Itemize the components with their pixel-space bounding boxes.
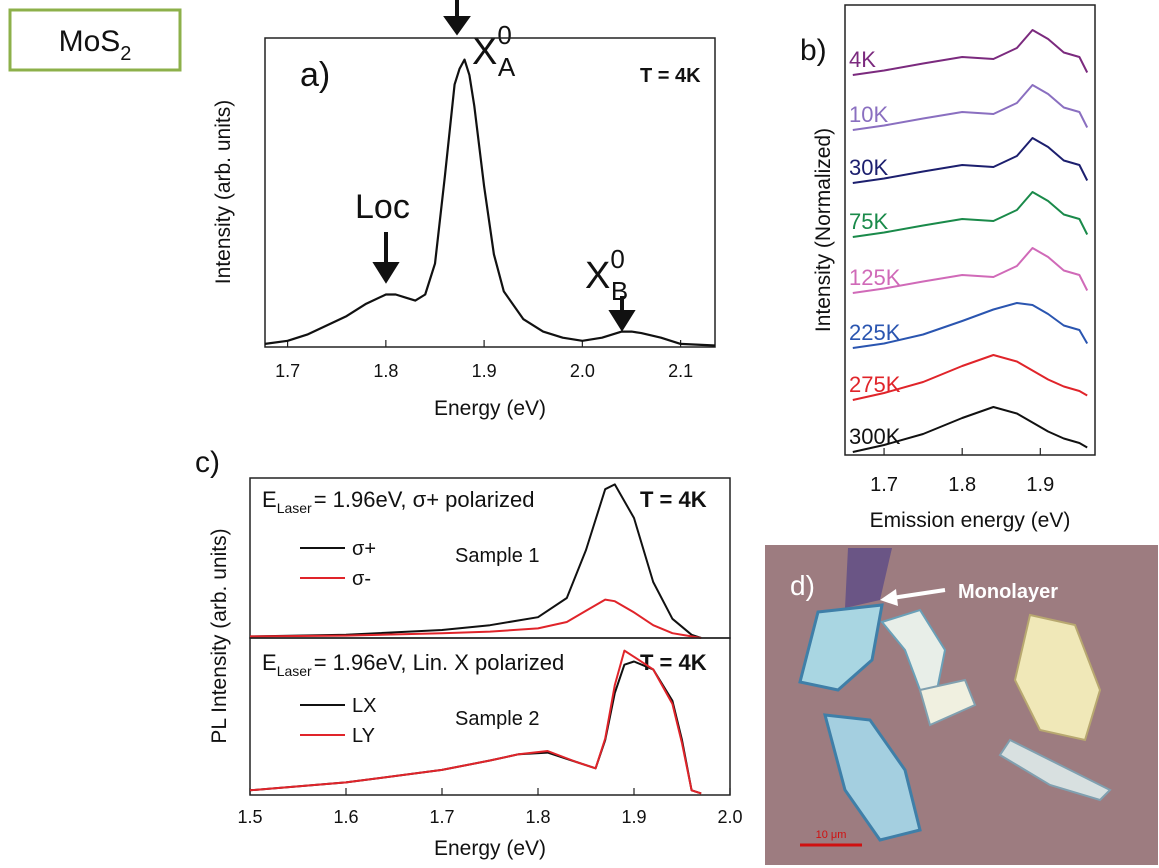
excitation-text: = 1.96eV, Lin. X polarized [314, 650, 565, 675]
x-tick-label: 1.7 [275, 361, 300, 381]
flake [822, 713, 922, 842]
material-box [8, 8, 182, 72]
legend-label: LX [352, 695, 376, 717]
legend-label: 30K [849, 155, 888, 180]
panel-label: a) [300, 56, 330, 94]
data-line [249, 598, 702, 639]
peak-label: X0 A [472, 20, 516, 82]
peak-sub: B [611, 276, 628, 306]
scale-bar-label: 10 μm [816, 829, 847, 841]
x-tick-label: 1.9 [472, 361, 497, 381]
data-line [249, 483, 702, 639]
x-tick-label: 2.1 [668, 361, 693, 381]
x-tick-label: 1.8 [525, 807, 550, 827]
arrow-head [443, 16, 471, 36]
excitation-symbol: E [262, 650, 277, 675]
plot-frame [844, 4, 1096, 456]
material-subscript: 2 [120, 43, 131, 65]
excitation-symbol: E [262, 487, 277, 512]
arrow-head [608, 310, 636, 332]
excitation-sub: Laser [277, 663, 312, 679]
sample-label: Sample 2 [455, 708, 540, 730]
photo: d) Monolayer 10 μm [765, 545, 1158, 865]
x-tick-label: 1.8 [373, 361, 398, 381]
legend-label: LY [352, 725, 375, 747]
flake [918, 678, 977, 727]
x-axis-label: Energy (eV) [434, 837, 546, 860]
legend-label: 275K [849, 372, 901, 397]
excitation: ELaser= 1.96eV, Lin. X polarized [262, 650, 564, 679]
x-tick-label: 1.7 [429, 807, 454, 827]
arrow-head [880, 589, 898, 606]
y-axis-label: Intensity (arb. units) [212, 100, 235, 284]
annotation: Monolayer [958, 581, 1058, 603]
peak-sup: 0 [610, 244, 624, 274]
data-line [852, 354, 1088, 401]
y-axis-label: PL Intensity (arb. units) [208, 528, 231, 743]
arrow [891, 588, 946, 600]
x-tick-label: 1.5 [237, 807, 262, 827]
excitation: ELaser= 1.96eV, σ+ polarized [262, 487, 534, 516]
excitation-text: = 1.96eV, σ+ polarized [314, 487, 535, 512]
x-tick-label: 1.8 [948, 474, 976, 496]
peak-label: X0 B [585, 244, 628, 306]
x-tick-label: 2.0 [717, 807, 742, 827]
legend-label: 125K [849, 265, 901, 290]
flake [998, 738, 1112, 802]
x-axis-label: Emission energy (eV) [870, 509, 1071, 532]
panel-label: c) [195, 446, 220, 479]
flake [798, 603, 884, 692]
panel-label: d) [790, 570, 815, 601]
monolayer-flake [845, 548, 892, 608]
plot-frame [249, 637, 731, 796]
peak-symbol: X [585, 255, 610, 297]
temperature: T = 4K [640, 487, 707, 512]
panel-label: b) [800, 34, 827, 67]
x-tick-label: 2.0 [570, 361, 595, 381]
plot-frame [264, 37, 716, 348]
data-line [852, 247, 1089, 294]
temperature: T = 4K [640, 650, 707, 675]
material-label: MoS2 [59, 25, 132, 65]
sample-label: Sample 1 [455, 545, 540, 567]
x-axis-label: Energy (eV) [434, 397, 546, 420]
legend-label: 225K [849, 320, 901, 345]
excitation-sub: Laser [277, 500, 312, 516]
x-tick-label: 1.6 [333, 807, 358, 827]
legend-label: 300K [849, 424, 901, 449]
data-line [852, 302, 1089, 349]
temperature: T = 4K [640, 65, 701, 87]
loc-label: Loc [355, 188, 410, 226]
y-axis-label: Intensity (Normalized) [812, 128, 835, 332]
x-tick-label: 1.7 [870, 474, 898, 496]
data-line [852, 84, 1089, 131]
data-line [249, 649, 702, 795]
data-line [852, 137, 1089, 184]
arrow-head [372, 262, 400, 284]
peak-sub: A [498, 52, 516, 82]
material-text: MoS [59, 25, 121, 58]
data-line [852, 406, 1088, 453]
data-line [264, 58, 716, 347]
arrows [372, 0, 636, 332]
legend-label: 10K [849, 102, 888, 127]
legend-label: σ+ [352, 538, 376, 560]
legend-label: 4K [849, 47, 876, 72]
data-line [852, 191, 1089, 238]
legend-label: 75K [849, 209, 888, 234]
x-tick-label: 1.9 [621, 807, 646, 827]
x-tick-label: 1.9 [1026, 474, 1054, 496]
peak-sup: 0 [497, 20, 511, 50]
legend-label: σ- [352, 568, 371, 590]
data-line [852, 29, 1089, 76]
flake [1013, 613, 1102, 742]
